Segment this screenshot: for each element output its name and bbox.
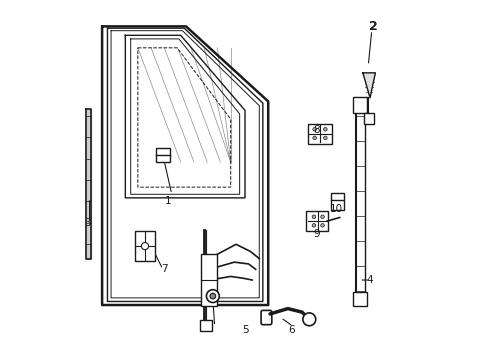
Text: 2: 2	[369, 20, 378, 33]
Polygon shape	[86, 109, 92, 258]
FancyBboxPatch shape	[308, 123, 332, 144]
Text: 7: 7	[161, 264, 168, 274]
Circle shape	[313, 127, 317, 131]
Polygon shape	[363, 73, 375, 98]
Text: 8: 8	[313, 125, 320, 135]
FancyBboxPatch shape	[261, 310, 272, 325]
FancyBboxPatch shape	[306, 211, 328, 231]
Text: 10: 10	[330, 203, 343, 213]
Circle shape	[323, 136, 327, 140]
Circle shape	[323, 127, 327, 131]
Circle shape	[321, 215, 324, 219]
Text: 5: 5	[242, 325, 248, 335]
Circle shape	[313, 136, 317, 140]
FancyBboxPatch shape	[201, 254, 217, 306]
Text: 9: 9	[313, 229, 320, 239]
FancyBboxPatch shape	[156, 148, 170, 162]
FancyBboxPatch shape	[353, 97, 367, 113]
Text: 6: 6	[288, 325, 295, 335]
Circle shape	[142, 243, 148, 249]
Circle shape	[303, 313, 316, 326]
Circle shape	[210, 293, 216, 299]
Circle shape	[312, 215, 316, 219]
Text: 1: 1	[165, 197, 172, 206]
FancyBboxPatch shape	[135, 231, 155, 261]
Text: 4: 4	[367, 275, 373, 285]
FancyBboxPatch shape	[331, 193, 344, 210]
FancyBboxPatch shape	[353, 292, 367, 306]
Circle shape	[312, 224, 316, 227]
FancyBboxPatch shape	[199, 320, 212, 331]
Circle shape	[206, 290, 220, 302]
FancyBboxPatch shape	[364, 113, 374, 123]
Circle shape	[321, 224, 324, 227]
Text: 3: 3	[84, 218, 91, 228]
